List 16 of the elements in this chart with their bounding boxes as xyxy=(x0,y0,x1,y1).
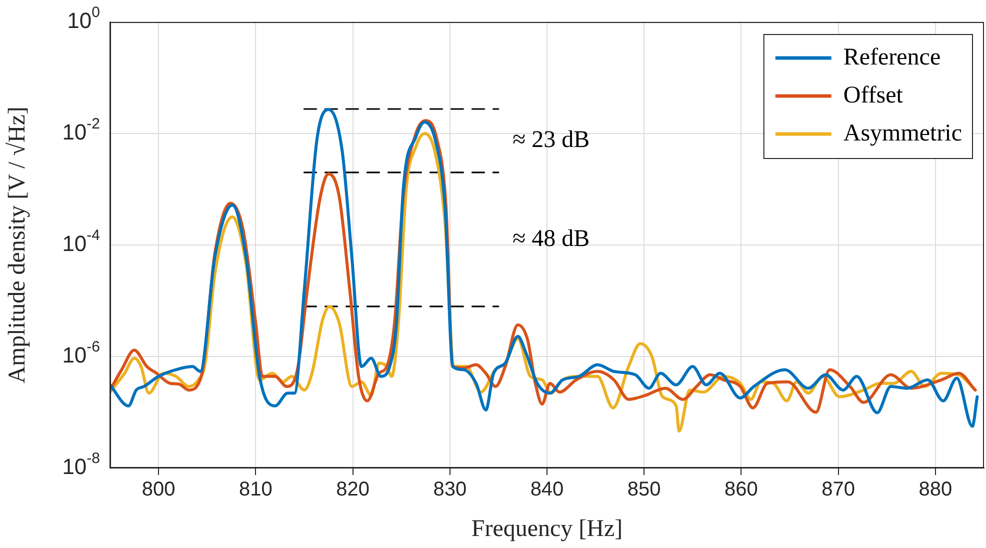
x-axis-title: Frequency [Hz] xyxy=(471,516,623,542)
x-tick-label: 870 xyxy=(822,478,856,501)
annotation: ≈ 48 dB xyxy=(512,226,590,252)
legend-label: Reference xyxy=(843,44,941,70)
x-tick-label: 800 xyxy=(142,478,176,501)
annotation: ≈ 23 dB xyxy=(512,127,590,154)
x-tick-label: 840 xyxy=(530,478,564,501)
y-axis-title: Amplitude density [V / √Hz] xyxy=(4,106,31,384)
x-tick-label: 850 xyxy=(627,478,661,501)
x-tick-label: 860 xyxy=(724,478,758,501)
legend-label: Offset xyxy=(843,82,904,108)
x-tick-label: 880 xyxy=(918,478,952,501)
x-tick-label: 810 xyxy=(238,478,272,501)
x-tick-label: 830 xyxy=(433,478,467,501)
legend-label: Asymmetric xyxy=(843,120,962,146)
x-tick-label: 820 xyxy=(336,478,370,501)
